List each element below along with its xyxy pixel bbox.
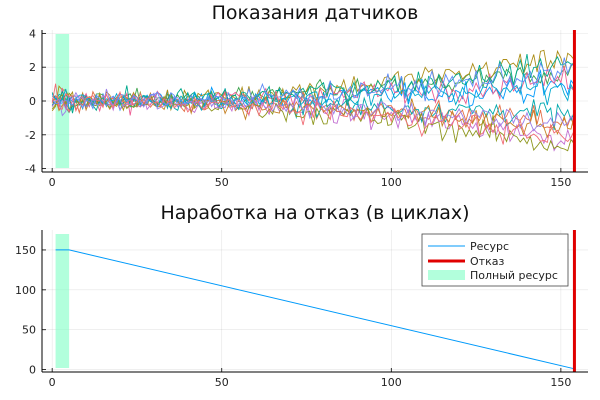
x-tick-label: 50 [215,176,229,189]
y-tick-label: 100 [15,284,36,297]
y-tick-label: 0 [29,364,36,377]
x-tick-label: 0 [49,176,56,189]
x-tick-label: 100 [381,176,402,189]
axes [41,230,588,373]
x-tick-label: 150 [550,176,571,189]
tick-labels: 0 50 100 150 0 50 100 150 [15,244,571,389]
sensor-readings-panel: Показания датчиков 0 50 100 150 -4 -2 0 2 4 [25,2,588,189]
legend-label-failure: Отказ [470,255,504,268]
sensor-line [51,83,575,145]
x-tick-label: 0 [49,376,56,389]
y-tick-label: 150 [15,244,36,257]
x-tick-label: 150 [550,376,571,389]
y-tick-label: 0 [29,95,36,108]
sensor-lines [51,49,575,152]
sensor-line [51,88,575,132]
axes [41,30,588,173]
y-tick-label: -4 [25,163,36,176]
y-tick-label: 2 [29,61,36,74]
legend: Ресурс Отказ Полный ресурс [421,233,569,287]
sensor-line [51,57,575,110]
tick-labels: 0 50 100 150 -4 -2 0 2 4 [25,27,571,189]
time-to-failure-panel: Наработка на отказ (в циклах) 0 50 100 1500… [15,202,588,389]
y-tick-label: -2 [25,129,36,142]
full-resource-span [55,234,70,368]
resource-line [55,249,575,370]
legend-swatch-full-resource [428,270,465,280]
sensor-line [51,54,575,114]
resource-line-path [55,249,575,370]
span-band [55,234,70,368]
sensor-line [51,91,575,139]
y-tick-label: 50 [22,324,36,337]
legend-label-resource: Ресурс [470,240,509,253]
chart-title: Наработка на отказ (в циклах) [160,202,469,224]
x-tick-label: 50 [215,376,229,389]
chart-title: Показания датчиков [212,2,419,24]
y-tick-label: 4 [29,27,36,40]
legend-label-full-resource: Полный ресурс [470,269,558,282]
x-tick-label: 100 [381,376,402,389]
